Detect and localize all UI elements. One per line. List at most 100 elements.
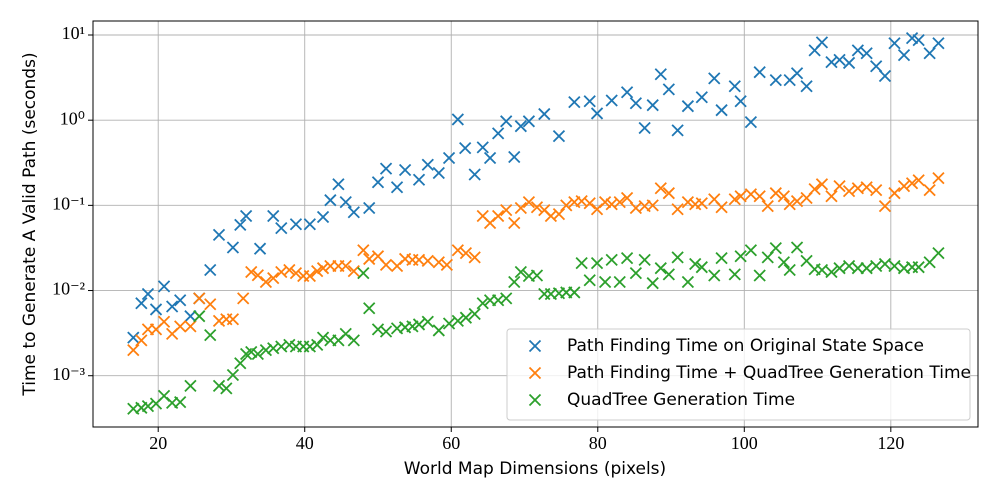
marker xyxy=(932,171,945,185)
marker-stroke xyxy=(734,95,747,108)
marker xyxy=(468,307,481,321)
marker-stroke xyxy=(251,347,264,361)
marker xyxy=(303,218,316,231)
marker-stroke xyxy=(283,263,296,277)
legend-box xyxy=(506,328,971,421)
marker xyxy=(234,218,247,232)
marker-stroke xyxy=(646,277,659,290)
marker-stroke xyxy=(851,262,864,275)
marker xyxy=(897,49,911,62)
marker-stroke xyxy=(825,190,838,203)
marker-stroke xyxy=(538,203,551,217)
marker xyxy=(530,269,544,282)
marker-stroke xyxy=(412,173,426,186)
marker xyxy=(932,37,945,50)
marker-stroke xyxy=(662,187,675,200)
marker-stroke xyxy=(568,286,581,299)
marker-stroke xyxy=(708,269,721,282)
marker-stroke xyxy=(459,141,472,155)
marker-stroke xyxy=(379,162,393,175)
marker xyxy=(311,264,324,278)
y-tick-label: 10⁻³ xyxy=(52,364,86,384)
marker-stroke xyxy=(204,263,217,277)
marker xyxy=(220,382,233,395)
marker xyxy=(267,342,280,355)
marker-stroke xyxy=(390,181,404,194)
marker-stroke xyxy=(552,129,566,143)
marker xyxy=(157,280,171,293)
marker-stroke xyxy=(662,83,675,96)
marker-stroke xyxy=(303,218,316,231)
marker-stroke xyxy=(620,86,634,99)
marker-stroke xyxy=(575,256,588,270)
marker-stroke xyxy=(888,187,901,200)
marker xyxy=(538,107,551,121)
marker xyxy=(734,95,747,108)
marker xyxy=(492,294,505,307)
marker-stroke xyxy=(324,194,337,207)
marker-stroke xyxy=(629,267,643,280)
marker xyxy=(442,317,456,330)
marker xyxy=(390,181,404,194)
marker xyxy=(316,331,330,344)
marker xyxy=(744,115,758,129)
marker xyxy=(860,47,873,60)
marker-stroke xyxy=(932,246,945,260)
marker xyxy=(905,177,919,190)
marker xyxy=(339,196,352,209)
marker xyxy=(483,151,497,165)
marker-stroke xyxy=(912,34,925,47)
marker xyxy=(149,303,163,316)
marker xyxy=(583,274,596,287)
x-tick-label: 120 xyxy=(877,433,904,453)
marker-stroke xyxy=(777,190,790,203)
marker-stroke xyxy=(135,334,148,347)
marker-stroke xyxy=(432,256,445,269)
marker xyxy=(451,244,464,257)
marker-stroke xyxy=(275,340,288,353)
marker xyxy=(204,328,217,342)
marker xyxy=(590,107,604,120)
marker xyxy=(598,275,612,289)
marker xyxy=(421,158,434,171)
marker xyxy=(204,263,217,277)
marker-stroke xyxy=(544,287,558,301)
marker xyxy=(253,242,267,255)
marker xyxy=(851,44,864,57)
marker xyxy=(671,203,684,216)
marker xyxy=(522,196,536,209)
marker-stroke xyxy=(468,168,481,181)
marker xyxy=(833,53,846,67)
marker xyxy=(728,193,741,206)
marker-stroke xyxy=(860,262,873,275)
marker xyxy=(888,37,901,50)
marker xyxy=(267,209,280,223)
marker-stroke xyxy=(860,181,873,194)
marker xyxy=(544,209,558,223)
marker xyxy=(552,207,566,221)
marker xyxy=(825,190,838,203)
marker-stroke xyxy=(870,60,883,73)
marker-stroke xyxy=(815,178,829,191)
marker-stroke xyxy=(390,322,404,335)
marker xyxy=(135,297,148,310)
marker-stroke xyxy=(226,368,240,382)
marker xyxy=(671,251,684,264)
marker xyxy=(715,252,728,265)
marker xyxy=(451,314,464,328)
marker xyxy=(184,379,197,393)
marker-stroke xyxy=(905,177,919,190)
marker xyxy=(275,222,288,235)
marker xyxy=(514,265,527,279)
y-tick-label: 10¹ xyxy=(62,23,85,43)
marker xyxy=(870,183,883,197)
marker xyxy=(681,100,695,113)
marker xyxy=(646,99,659,112)
marker xyxy=(671,124,684,137)
marker-stroke xyxy=(149,303,163,316)
marker-stroke xyxy=(897,262,911,275)
marker-stroke xyxy=(442,317,456,330)
marker xyxy=(459,141,472,155)
marker-stroke xyxy=(259,275,273,289)
marker xyxy=(777,256,790,269)
